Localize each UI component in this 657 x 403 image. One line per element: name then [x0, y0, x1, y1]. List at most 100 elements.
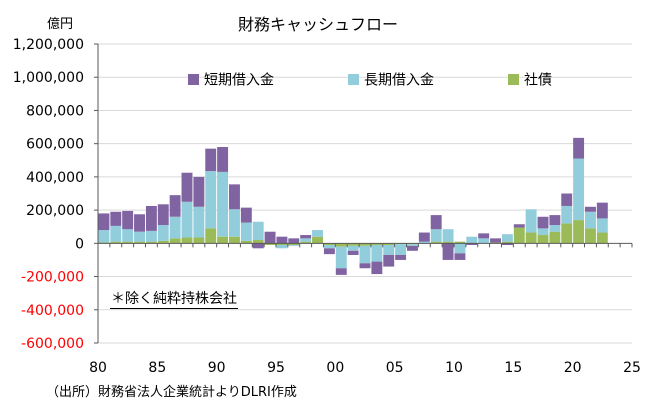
y-axis-unit-label: 億円 [47, 16, 73, 32]
bar-1986-series-2 [169, 195, 181, 217]
x-tick-label-20: 20 [564, 360, 582, 376]
bar-2006-series-1 [407, 244, 418, 246]
bar-1991-series-1 [229, 209, 240, 237]
bar-2013-series-2 [490, 238, 501, 243]
bar-2003-series-2 [371, 261, 383, 275]
bar-2017-series-2 [537, 216, 549, 229]
bar-1983-series-2 [134, 214, 145, 232]
y-tick-label-1: 1,000,000 [13, 70, 84, 86]
legend-label-short-term-loans: 短期借入金 [204, 73, 274, 89]
y-tick-label-2: 800,000 [26, 103, 84, 119]
bar-2010-series-0 [454, 241, 466, 244]
bar-2011-series-2 [466, 243, 478, 245]
bar-2018-series-2 [549, 215, 561, 226]
bar-2022-series-1 [596, 218, 608, 233]
bar-2016-series-0 [525, 232, 537, 244]
bar-2014-series-2 [501, 243, 513, 245]
y-tick-label-0: 1,200,000 [13, 37, 84, 53]
y-tick-label-6: 0 [75, 236, 84, 252]
bar-1987-series-0 [181, 237, 193, 244]
bar-1995-series-0 [276, 243, 288, 245]
bar-2009-series-1 [442, 229, 454, 242]
stacked-bars [98, 137, 608, 275]
x-tick-labels: 80 85 90 95 00 05 10 15 20 25 [89, 360, 641, 376]
bar-2007-series-1 [418, 241, 430, 244]
bar-2004-series-0 [383, 243, 395, 245]
bar-1988-series-2 [193, 176, 205, 207]
bar-1990-series-2 [217, 146, 229, 172]
x-tick-label-10: 10 [445, 360, 463, 376]
bar-2015-series-0 [513, 227, 525, 244]
bar-1996-series-1 [288, 244, 300, 246]
bar-2009-series-2 [442, 243, 454, 260]
bar-1992-series-1 [240, 222, 252, 241]
bar-2012-series-1 [478, 238, 490, 244]
bar-1983-series-1 [134, 231, 145, 242]
bar-2008-series-1 [430, 229, 442, 242]
bar-1985-series-2 [157, 204, 169, 226]
y-tick-label-7: -200,000 [21, 270, 84, 286]
bar-2010-series-2 [454, 253, 466, 260]
bar-1986-series-0 [169, 238, 181, 244]
legend-swatch-corporate-bonds [508, 74, 519, 85]
bar-2022-series-0 [596, 232, 608, 244]
bar-1988-series-1 [193, 206, 205, 238]
footnote-excluding-pure-holding-companies: ＊除く純粋持株会社 [110, 291, 238, 309]
bar-1983-series-0 [134, 241, 145, 244]
bar-1999-series-0 [323, 243, 335, 245]
y-tick-label-4: 400,000 [26, 170, 84, 186]
bar-1981-series-1 [110, 225, 122, 242]
x-tick-label-00: 00 [326, 360, 344, 376]
bar-1997-series-0 [300, 241, 312, 244]
bar-2009-series-0 [442, 241, 454, 244]
bar-1992-series-2 [240, 207, 252, 223]
bar-2020-series-1 [573, 158, 585, 221]
bar-1990-series-1 [217, 171, 229, 237]
bar-2000-series-2 [335, 268, 347, 275]
y-tick-labels: 1,200,000 1,000,000 800,000 600,000 400,000 2… [13, 37, 84, 352]
axes [94, 43, 633, 344]
x-tick-label-80: 80 [89, 360, 107, 376]
bar-2004-series-2 [383, 254, 395, 267]
bar-2019-series-1 [561, 205, 573, 224]
bar-1993-series-1 [252, 221, 264, 241]
bar-1981-series-2 [110, 211, 122, 226]
bar-1984-series-0 [145, 241, 157, 244]
bar-1998-series-1 [312, 230, 323, 237]
bar-2021-series-2 [585, 206, 596, 212]
bar-1990-series-0 [217, 236, 229, 244]
legend-swatch-long-term-loans [348, 74, 359, 85]
bar-2010-series-1 [454, 243, 466, 254]
bar-1985-series-0 [157, 240, 169, 244]
bar-1987-series-1 [181, 201, 193, 238]
bar-1996-series-2 [288, 238, 300, 244]
bar-1986-series-1 [169, 216, 181, 239]
bar-2019-series-2 [561, 193, 573, 206]
bar-2002-series-0 [359, 243, 371, 246]
bar-1987-series-2 [181, 172, 193, 202]
bar-1992-series-0 [240, 240, 252, 244]
bar-2008-series-2 [430, 215, 442, 230]
bar-1996-series-0 [288, 243, 300, 245]
bar-2020-series-2 [573, 137, 585, 159]
bar-1980-series-1 [98, 230, 110, 243]
bar-1989-series-1 [205, 171, 217, 229]
bar-2015-series-2 [513, 224, 525, 228]
bar-2002-series-2 [359, 263, 371, 269]
bar-2022-series-2 [596, 202, 608, 219]
x-tick-label-85: 85 [148, 360, 166, 376]
bar-2001-series-2 [347, 250, 359, 255]
bar-1991-series-2 [229, 184, 240, 210]
bar-2006-series-2 [407, 245, 418, 251]
bar-2000-series-1 [335, 246, 347, 269]
bar-2016-series-1 [525, 209, 537, 233]
bar-1999-series-2 [323, 248, 335, 255]
bar-1980-series-2 [98, 213, 110, 231]
bar-2017-series-0 [537, 235, 549, 244]
bar-1993-series-0 [252, 240, 264, 244]
bar-2000-series-0 [335, 243, 347, 247]
bar-2014-series-1 [501, 234, 513, 242]
bar-2005-series-1 [395, 244, 407, 255]
bar-2001-series-1 [347, 245, 359, 251]
